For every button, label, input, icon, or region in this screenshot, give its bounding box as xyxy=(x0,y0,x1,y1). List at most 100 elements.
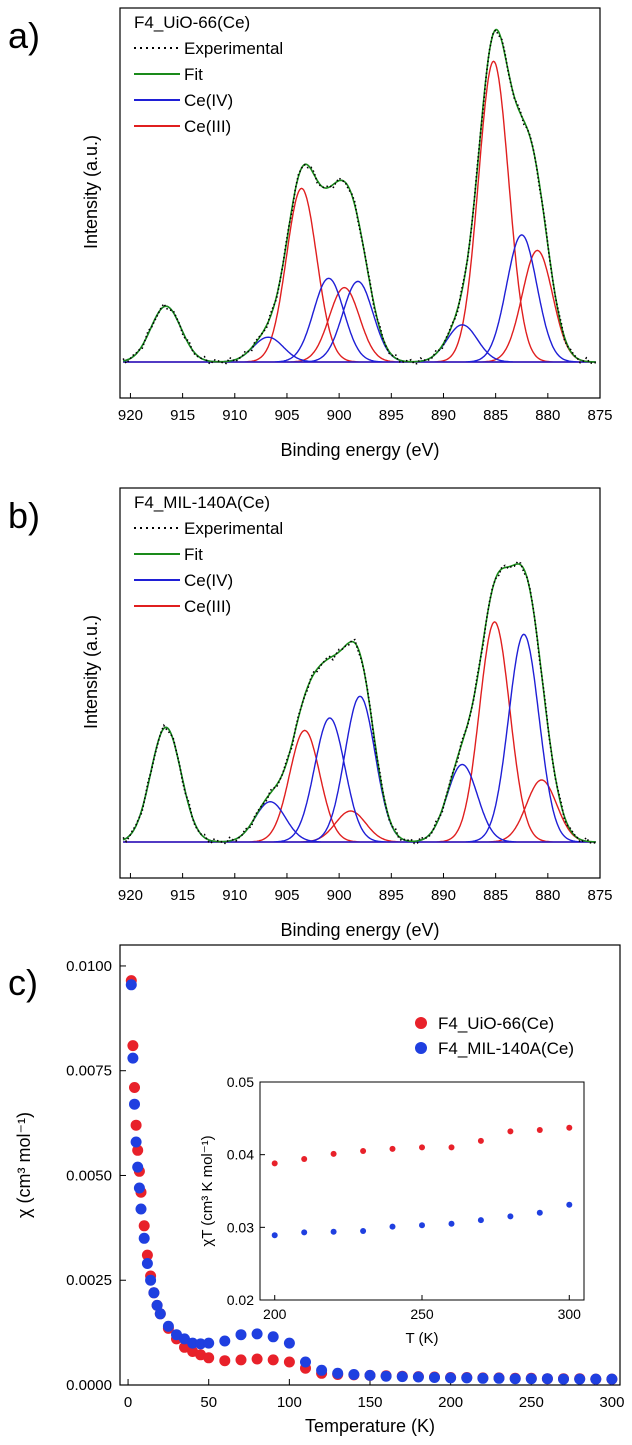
legend-label-fit: Fit xyxy=(184,545,203,564)
panel-a-ce4-components xyxy=(122,234,596,363)
inset-x-tick-label: 250 xyxy=(410,1306,434,1322)
x-tick-label: 920 xyxy=(118,407,143,424)
data-point-mil140a xyxy=(525,1373,537,1385)
data-point-mil140a xyxy=(145,1274,157,1286)
panel-b-ce4-components xyxy=(122,633,596,843)
inset-point-mil140a xyxy=(566,1201,573,1208)
panel-b-curves xyxy=(122,560,596,845)
data-point-mil140a xyxy=(332,1367,344,1379)
panel-c-y-axis-label: χ (cm³ mol⁻¹) xyxy=(14,1112,34,1218)
data-point-mil140a xyxy=(203,1337,215,1349)
data-point-mil140a xyxy=(251,1328,263,1340)
data-point-uio66 xyxy=(138,1220,150,1232)
data-point-mil140a xyxy=(138,1232,150,1244)
inset-point-uio66 xyxy=(507,1128,514,1135)
panel-b-x-axis-label: Binding energy (eV) xyxy=(280,920,439,940)
inset-point-uio66 xyxy=(360,1148,367,1154)
data-point-mil140a xyxy=(151,1299,163,1311)
panel-c-axes-ticks: 0 50 100 150 200 250 300 0.0000 0.0025 0.0050 0.00… xyxy=(66,958,624,1411)
inset-point-uio66 xyxy=(448,1144,455,1151)
data-point-mil140a xyxy=(235,1329,247,1341)
x-tick-label: 200 xyxy=(438,1394,463,1411)
data-point-mil140a xyxy=(129,1098,140,1110)
legend-label-ce4: Ce(IV) xyxy=(184,571,233,590)
data-point-mil140a xyxy=(429,1372,440,1383)
x-tick-label: 50 xyxy=(200,1394,217,1411)
data-point-mil140a xyxy=(141,1258,153,1269)
y-tick-label: 0.0075 xyxy=(66,1063,112,1080)
legend-marker-uio66 xyxy=(415,1017,427,1029)
data-point-uio66 xyxy=(179,1341,190,1353)
inset-point-uio66 xyxy=(566,1124,573,1131)
data-point-mil140a xyxy=(574,1373,586,1385)
x-tick-label: 905 xyxy=(274,887,299,904)
inset-plot-frame xyxy=(259,1081,585,1301)
inset-y-tick-label: 0.03 xyxy=(227,1219,254,1235)
legend-label-experimental: Experimental xyxy=(184,519,283,538)
panel-b-title: F4_MIL-140A(Ce) xyxy=(134,493,270,512)
data-point-mil140a xyxy=(509,1373,521,1385)
data-point-uio66 xyxy=(251,1353,263,1365)
panel-a-x-axis-label: Binding energy (eV) xyxy=(280,440,439,460)
x-tick-label: 880 xyxy=(535,887,560,904)
data-point-mil140a xyxy=(493,1372,505,1384)
legend-label-ce4: Ce(IV) xyxy=(184,91,233,110)
panel-b-fit-curve xyxy=(122,563,596,843)
x-tick-label: 885 xyxy=(483,407,508,424)
data-point-mil140a xyxy=(606,1373,618,1385)
inset-point-uio66 xyxy=(536,1127,543,1133)
inset-y-axis-label: χT (cm³ K mol⁻¹) xyxy=(199,1135,216,1246)
data-point-uio66 xyxy=(203,1352,215,1364)
data-point-mil140a xyxy=(348,1369,360,1380)
data-point-uio66 xyxy=(130,1119,142,1131)
inset-point-uio66 xyxy=(389,1145,396,1152)
x-tick-label: 300 xyxy=(599,1394,624,1411)
inset-axes-ticks: 200 250 300 0.02 0.03 0.04 0.05 xyxy=(227,1074,581,1322)
inset-y-tick-label: 0.05 xyxy=(227,1074,254,1090)
inset-point-mil140a xyxy=(360,1228,367,1234)
data-point-mil140a xyxy=(445,1372,457,1384)
data-point-mil140a xyxy=(135,1203,147,1215)
data-point-mil140a xyxy=(477,1372,489,1384)
data-point-uio66 xyxy=(219,1355,231,1367)
data-point-mil140a xyxy=(412,1371,424,1383)
data-point-uio66 xyxy=(283,1356,295,1368)
legend-label-experimental: Experimental xyxy=(184,39,283,58)
panel-a-legend: Experimental Fit Ce(IV) Ce(III) xyxy=(134,39,283,136)
panel-b-experimental-curve xyxy=(122,560,596,845)
data-point-uio66 xyxy=(235,1354,247,1366)
inset-x-tick-label: 300 xyxy=(558,1306,582,1322)
data-point-mil140a xyxy=(396,1371,408,1383)
panel-b-x-ticks: 920 915 910 905 900 895 890 885 880 875 xyxy=(118,873,613,904)
x-tick-label: 905 xyxy=(274,407,299,424)
data-point-mil140a xyxy=(219,1335,231,1347)
panel-a-label: a) xyxy=(8,15,40,56)
panel-b-legend: Experimental Fit Ce(IV) Ce(III) xyxy=(134,519,283,616)
panel-c-data-points xyxy=(125,975,618,1385)
x-tick-label: 895 xyxy=(379,887,404,904)
inset-point-mil140a xyxy=(389,1223,396,1230)
inset-point-mil140a xyxy=(448,1220,455,1227)
data-point-mil140a xyxy=(130,1136,142,1148)
inset-point-mil140a xyxy=(271,1232,278,1239)
y-tick-label: 0.0100 xyxy=(66,958,112,975)
data-point-mil140a xyxy=(364,1369,376,1381)
panel-c-susceptibility: c) 0 50 100 150 200 250 3000.00000.00250.00500… xyxy=(8,944,624,1436)
x-tick-label: 250 xyxy=(519,1394,544,1411)
legend-label-fit: Fit xyxy=(184,65,203,84)
panel-c-legend: F4_UiO-66(Ce) F4_MIL-140A(Ce) xyxy=(415,1014,574,1058)
panel-a-xps-uio66: a) 920 915 910 905 900 895 890 885 880 875 Bindin… xyxy=(8,7,613,460)
data-point-uio66 xyxy=(141,1249,153,1261)
inset-point-uio66 xyxy=(419,1144,425,1151)
y-tick-label: 0.0025 xyxy=(66,1272,112,1289)
x-tick-label: 920 xyxy=(118,887,143,904)
inset-point-mil140a xyxy=(536,1209,543,1216)
panel-a-title: F4_UiO-66(Ce) xyxy=(134,13,250,32)
panel-a-plot-frame xyxy=(119,7,601,399)
data-point-mil140a xyxy=(162,1320,174,1332)
inset-point-uio66 xyxy=(477,1137,484,1144)
legend-label-mil140a: F4_MIL-140A(Ce) xyxy=(438,1039,574,1058)
data-point-uio66 xyxy=(132,1144,144,1156)
x-tick-label: 915 xyxy=(170,407,195,424)
inset-data-points xyxy=(271,1124,573,1239)
